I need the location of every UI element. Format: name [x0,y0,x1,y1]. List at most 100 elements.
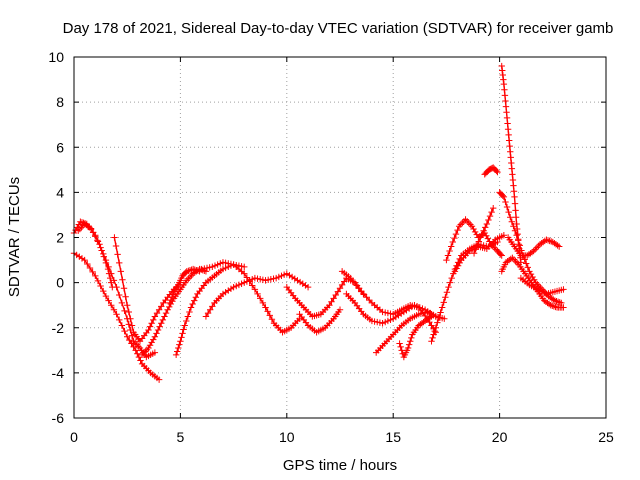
trace-marker [227,260,235,268]
data-point [404,344,412,352]
trace-marker [330,295,337,302]
data-point [507,213,514,221]
trace-marker [546,237,553,245]
trace-marker [376,319,384,326]
trace-marker [440,299,447,306]
trace-marker [506,142,513,150]
trace-marker [419,305,426,312]
trace-marker [203,264,211,272]
trace-marker [497,251,504,258]
trace-marker [264,276,272,284]
trace-marker [86,264,94,272]
trace-marker [435,314,443,321]
trace-marker [98,247,105,254]
data-point [241,263,248,271]
trace-marker [174,348,181,355]
data-point [498,252,505,259]
data-point [198,265,205,273]
trace-marker [454,262,462,269]
trace-marker [431,327,438,335]
trace-marker [482,224,489,231]
series-trace-7 [166,265,203,307]
data-point [555,243,563,250]
trace-marker [505,131,512,139]
trace-marker [153,330,160,337]
data-point [124,333,131,340]
trace-marker [360,291,368,298]
trace-marker [268,316,276,323]
trace-marker [446,247,453,255]
data-point [494,168,501,176]
trace-marker [166,303,173,311]
trace-marker [185,267,192,274]
trace-marker [86,224,93,231]
trace-marker [191,266,198,273]
data-point [219,259,227,266]
trace-marker [509,176,517,184]
trace-marker [501,86,508,93]
chart-title: Day 178 of 2021, Sidereal Day-to-day VTE… [63,20,614,37]
x-tick-label: 25 [598,429,614,445]
trace-marker [257,276,264,283]
data-point [326,301,333,309]
trace-marker [508,165,516,172]
y-tick-label: 4 [56,184,64,200]
data-point [449,238,456,246]
data-point [272,274,280,282]
trace-marker [444,252,452,259]
trace-marker [175,344,182,352]
trace-marker [167,296,175,304]
trace-marker [126,336,133,344]
data-point [438,304,446,311]
y-axis-label: SDTVAR / TECUs [6,177,23,297]
trace-marker [148,339,155,346]
trace-marker [146,323,154,330]
trace-marker [108,301,115,309]
data-point [509,171,516,178]
data-point [155,376,163,383]
trace-marker [235,281,243,289]
trace-marker [384,317,392,325]
data-point [507,148,514,155]
data-point [111,234,118,241]
trace-marker [162,309,170,317]
data-point [511,193,518,201]
data-point [113,311,120,318]
data-point [151,333,159,340]
trace-marker [89,268,96,276]
trace-marker [158,303,165,310]
trace-marker [483,232,490,240]
y-tick-label: 6 [56,139,64,155]
trace-marker [507,154,514,161]
series-trace-9 [198,259,303,336]
data-point [209,263,216,271]
series-trace-3 [75,220,116,291]
trace-marker [453,265,460,272]
trace-marker [521,256,528,263]
trace-marker [554,242,561,249]
data-point [483,220,491,228]
trace-marker [413,303,421,310]
trace-marker [524,264,531,271]
trace-marker [447,243,455,250]
trace-marker [257,295,264,302]
trace-marker [352,281,360,289]
data-point [202,268,210,275]
data-point [513,232,520,239]
data-point [117,268,125,275]
x-tick-label: 10 [279,429,295,445]
trace-marker [97,282,104,290]
trace-marker [179,330,186,337]
y-tick-label: 8 [56,94,64,110]
trace-marker [552,303,559,311]
trace-marker [118,299,126,307]
trace-marker [502,198,509,206]
data-point [241,270,248,277]
trace-marker [548,238,555,245]
trace-marker [134,350,141,357]
trace-marker [92,233,99,240]
trace-marker [371,318,378,325]
trace-marker [511,227,519,234]
y-tick-label: 2 [56,230,64,246]
